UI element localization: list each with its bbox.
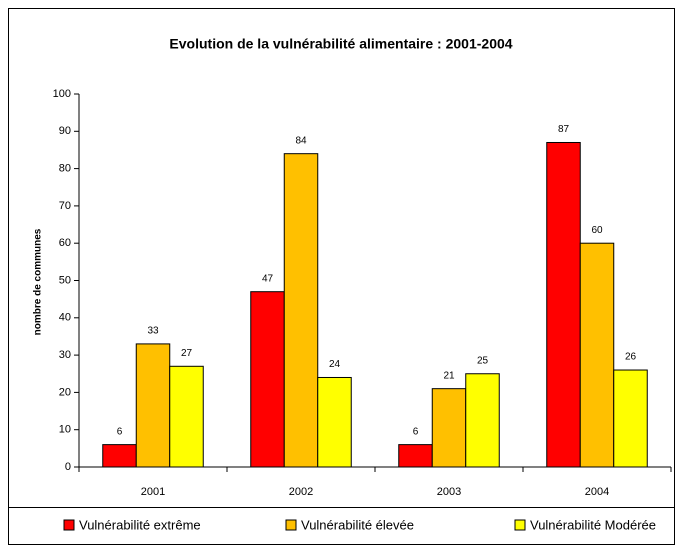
y-tick-label: 0 — [65, 461, 71, 473]
y-axis-label: nombre de communes — [33, 228, 44, 335]
y-tick-label: 70 — [59, 200, 71, 212]
bar — [250, 291, 285, 468]
value-label: 24 — [329, 359, 341, 370]
y-tick-label: 60 — [59, 237, 71, 249]
y-tick-label: 100 — [53, 88, 71, 100]
bar — [135, 343, 171, 468]
legend-label: Vulnérabilité extrême — [79, 517, 201, 532]
legend-label: Vulnérabilité élevée — [301, 517, 414, 532]
legend-box — [8, 507, 675, 545]
y-tick-label: 20 — [59, 386, 71, 398]
y-tick-label: 40 — [59, 312, 71, 324]
value-label: 26 — [625, 352, 637, 363]
value-label: 6 — [117, 426, 123, 437]
value-label: 21 — [443, 370, 455, 381]
bar — [431, 388, 467, 468]
legend-swatch — [514, 519, 526, 531]
x-tick-label: 2004 — [585, 486, 609, 498]
bar — [613, 369, 648, 468]
bar — [169, 365, 204, 468]
value-label: 84 — [295, 135, 307, 146]
y-tick-label: 10 — [59, 424, 71, 436]
y-tick-label: 50 — [59, 274, 71, 286]
bar — [465, 373, 500, 468]
value-label: 60 — [591, 225, 603, 236]
y-tick-label: 80 — [59, 163, 71, 175]
value-label: 33 — [147, 326, 159, 337]
y-tick-label: 90 — [59, 125, 71, 137]
value-label: 87 — [558, 124, 570, 135]
value-label: 27 — [181, 348, 193, 359]
x-tick-label: 2003 — [437, 486, 461, 498]
bar — [546, 141, 581, 468]
value-label: 25 — [477, 355, 489, 366]
legend-label: Vulnérabilité Modérée — [530, 517, 656, 532]
bar — [317, 376, 352, 468]
x-tick-label: 2001 — [141, 486, 165, 498]
bar — [283, 153, 319, 468]
bar — [102, 444, 137, 468]
x-tick-label: 2002 — [289, 486, 313, 498]
value-label: 6 — [413, 426, 419, 437]
bar — [579, 242, 615, 468]
value-label: 47 — [262, 273, 274, 284]
legend-swatch — [285, 519, 297, 531]
chart-title: Evolution de la vulnérabilité alimentair… — [169, 36, 512, 52]
y-tick-label: 30 — [59, 349, 71, 361]
bar — [398, 444, 433, 468]
legend-swatch — [63, 519, 75, 531]
